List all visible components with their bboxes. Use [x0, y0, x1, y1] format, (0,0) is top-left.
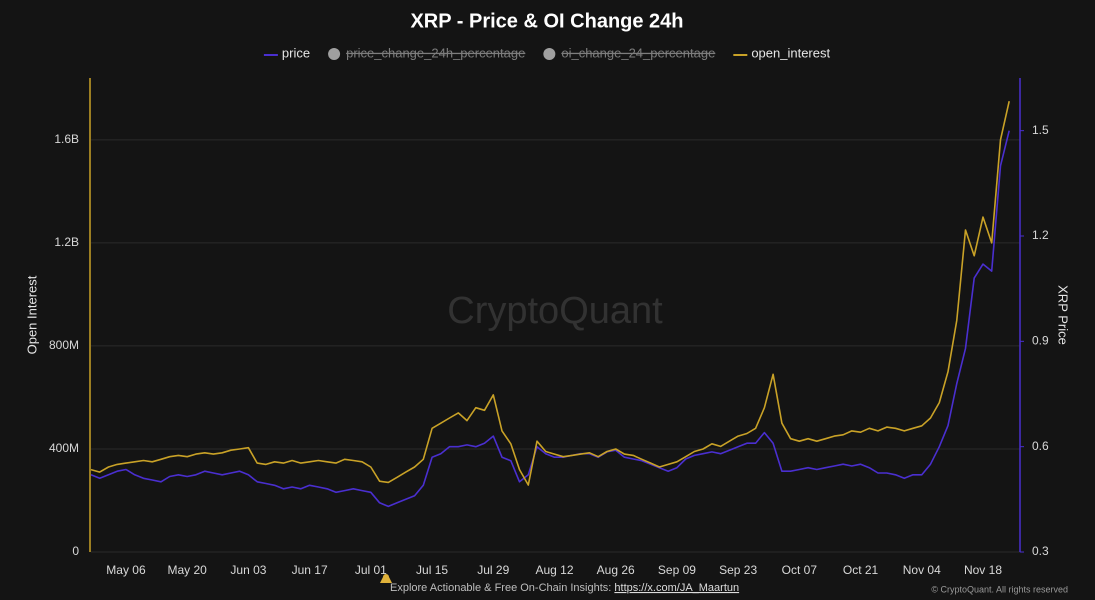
x-tick-label: Aug 26	[597, 563, 635, 577]
x-tick-label: Oct 07	[782, 563, 818, 577]
x-tick-label: Jun 03	[230, 563, 266, 577]
legend: price price_change_24h_percentage oi_chang…	[263, 45, 830, 60]
x-tick-label: Sep 09	[658, 563, 696, 577]
legend-label: price	[282, 45, 310, 60]
x-tick-label: Jun 17	[292, 563, 328, 577]
legend-item[interactable]: open_interest	[733, 45, 830, 60]
y-tick-label: 800M	[49, 338, 79, 352]
legend-item[interactable]: price	[263, 45, 310, 60]
legend-label: open_interest	[751, 45, 830, 60]
x-tick-label: Nov 04	[903, 563, 941, 577]
chart-title: XRP - Price & OI Change 24h	[410, 10, 683, 32]
bell-icon	[380, 574, 392, 583]
legend-item[interactable]: oi_change_24_percentage	[543, 45, 715, 60]
legend-label: price_change_24h_percentage	[346, 45, 525, 60]
legend-label: oi_change_24_percentage	[561, 45, 715, 60]
y2-axis-title: XRP Price	[1056, 285, 1071, 345]
legend-swatch	[543, 48, 556, 60]
x-tick-label: Sep 23	[719, 563, 757, 577]
y2-tick-label: 0.3	[1032, 544, 1049, 558]
watermark: CryptoQuant	[447, 290, 663, 332]
y-tick-label: 0	[72, 544, 79, 558]
x-tick-label: Oct 21	[843, 563, 879, 577]
y2-tick-label: 0.6	[1032, 439, 1049, 453]
y-tick-label: 1.6B	[54, 132, 79, 146]
x-tick-label: May 06	[106, 563, 146, 577]
y-axis-title: Open Interest	[24, 275, 39, 354]
x-tick-label: Aug 12	[535, 563, 573, 577]
y-tick-label: 400M	[49, 441, 79, 455]
y-tick-label: 1.2B	[54, 235, 79, 249]
copyright: © CryptoQuant. All rights reserved	[931, 584, 1068, 594]
footer-link[interactable]: https://x.com/JA_Maartun	[614, 582, 739, 594]
x-tick-label: May 20	[168, 563, 208, 577]
y2-tick-label: 0.9	[1032, 334, 1049, 348]
y2-tick-label: 1.2	[1032, 228, 1049, 242]
footer: Explore Actionable & Free On-Chain Insig…	[390, 582, 739, 594]
series-line	[90, 130, 1010, 508]
footer-text: Explore Actionable & Free On-Chain Insig…	[390, 582, 611, 594]
series-line	[90, 101, 1010, 486]
legend-swatch	[328, 48, 341, 60]
legend-item[interactable]: price_change_24h_percentage	[328, 45, 525, 60]
x-tick-label: Jul 29	[477, 563, 509, 577]
x-tick-label: Jul 15	[416, 563, 448, 577]
x-tick-label: Jul 01	[355, 563, 387, 577]
y2-tick-label: 1.5	[1032, 123, 1049, 137]
x-tick-label: Nov 18	[964, 563, 1002, 577]
